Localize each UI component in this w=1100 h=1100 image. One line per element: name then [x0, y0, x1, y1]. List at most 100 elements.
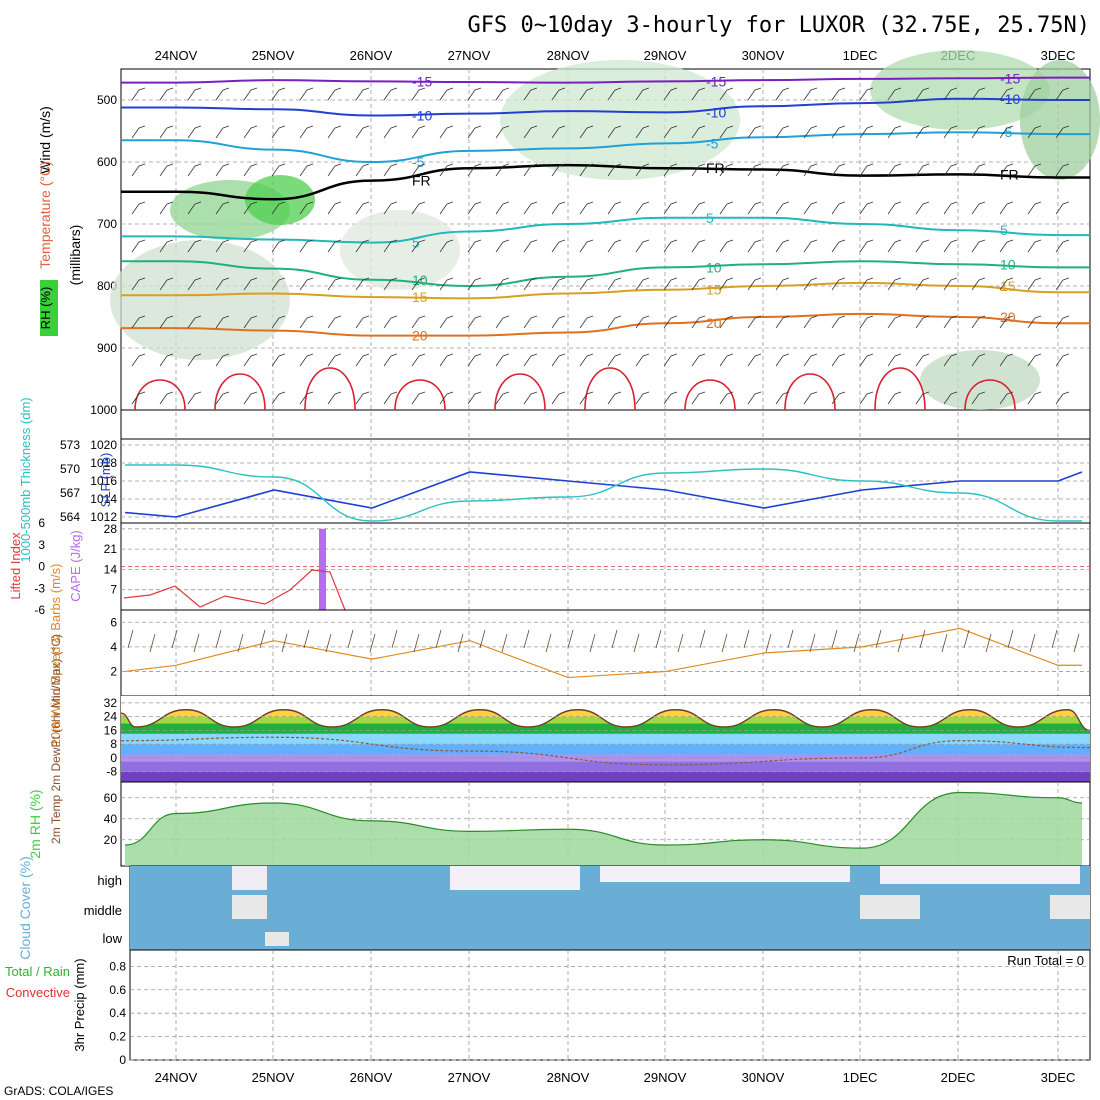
wind-barb [663, 317, 672, 329]
wind-barb [831, 165, 840, 177]
wind-barb [530, 239, 538, 243]
wind-barb [719, 279, 728, 291]
wind-barb [614, 163, 622, 167]
wind-barb [691, 127, 700, 139]
wind-barb [551, 355, 560, 367]
wind-barb [894, 315, 902, 319]
wind-barb [698, 391, 706, 395]
wind-barb [334, 201, 342, 205]
wind-barb [334, 277, 342, 281]
wind-barb [306, 315, 314, 319]
wind-barb [327, 317, 336, 329]
wind-barb-10m [1051, 629, 1058, 649]
rh-line [124, 791, 1083, 849]
wind-barb-10m [655, 629, 662, 649]
panel-frame [120, 609, 1091, 697]
wind-barb [355, 241, 364, 253]
isotherm-label: 20 [706, 315, 722, 331]
temperature-axis-label: Temperature (°C) [37, 161, 53, 269]
wind-barb [194, 201, 202, 205]
wind-barb [971, 317, 980, 329]
wind-barb [803, 393, 812, 405]
wind-barb [747, 317, 756, 329]
temp2m-axis-title: 2m Temp 2m DewPt (6hr Min/Max) (°C) [49, 634, 63, 844]
isotherm-line [121, 260, 1090, 288]
wind-barb [866, 125, 874, 129]
wind-barb [719, 89, 728, 101]
wind-barb [502, 239, 510, 243]
wind-barb [250, 163, 258, 167]
wind-barb [719, 317, 728, 329]
wind-barb [859, 355, 868, 367]
wind-barb [299, 203, 308, 215]
wind-barb [691, 355, 700, 367]
wind-barb [187, 127, 196, 139]
x-tick-label-top: 30NOV [742, 48, 785, 63]
wind-barb [411, 355, 420, 367]
x-tick-label-bottom: 2DEC [941, 1070, 976, 1085]
wind-barb [691, 393, 700, 405]
wind-barb [222, 163, 230, 167]
wind-barb [411, 127, 420, 139]
wind-barb [691, 241, 700, 253]
wind-barb [915, 165, 924, 177]
wind-barb [999, 127, 1008, 139]
wind-barb [614, 125, 622, 129]
wind-barb [943, 165, 952, 177]
wind-barb [390, 277, 398, 281]
wind-barb [747, 127, 756, 139]
wind-barb [194, 239, 202, 243]
wind-barb [243, 127, 252, 139]
warm-contour [494, 373, 546, 411]
wind-barb [1027, 355, 1036, 367]
wind-barb [859, 317, 868, 329]
wind-barb [418, 239, 426, 243]
wind-barb [551, 89, 560, 101]
wind-barb-10m [963, 629, 970, 649]
wind-barb [747, 393, 756, 405]
y-tick-label: high [97, 873, 122, 888]
wind-barb [614, 201, 622, 205]
wind-barb [950, 125, 958, 129]
x-tick-label-bottom: 29NOV [644, 1070, 687, 1085]
wind-barb [159, 89, 168, 101]
precip-axis-title: 3hr Precip (mm) [72, 958, 87, 1051]
y-tick-label: 0.6 [109, 983, 126, 997]
wind-barb [390, 239, 398, 243]
wind-barb [691, 279, 700, 291]
wind-barb [1034, 277, 1042, 281]
wind-axis-label: Wind (m/s) [37, 106, 53, 174]
wind-barb-10m [1029, 633, 1036, 653]
warm-contour [964, 379, 1016, 411]
wind-barb [663, 89, 672, 101]
wind-barb [495, 241, 504, 253]
wind-barb [915, 355, 924, 367]
wind-barb [439, 241, 448, 253]
wind-barb [418, 353, 426, 357]
wind-barb [523, 279, 532, 291]
wind-barb [390, 125, 398, 129]
wind-barb [943, 241, 952, 253]
wind-barb [726, 277, 734, 281]
wind-barb [691, 165, 700, 177]
wind-barb [747, 203, 756, 215]
wind-barb [278, 87, 286, 91]
wind-barb-10m [259, 629, 266, 649]
isotherm-line [120, 97, 1090, 117]
wind-barb [971, 393, 980, 405]
wind-barb [915, 279, 924, 291]
wind-barb [411, 165, 420, 177]
wind-barb [446, 315, 454, 319]
wind-barb [782, 353, 790, 357]
wind-barb-10m [501, 633, 508, 653]
wind-barb [747, 279, 756, 291]
wind-barb [306, 239, 314, 243]
wind-barb [327, 165, 336, 177]
wind-barb [278, 201, 286, 205]
wind-barb [1062, 163, 1070, 167]
wind-barb [999, 241, 1008, 253]
wind-barb [810, 163, 818, 167]
wind-barb [943, 89, 952, 101]
wind-barb-10m [303, 629, 310, 649]
wind-barb [607, 317, 616, 329]
